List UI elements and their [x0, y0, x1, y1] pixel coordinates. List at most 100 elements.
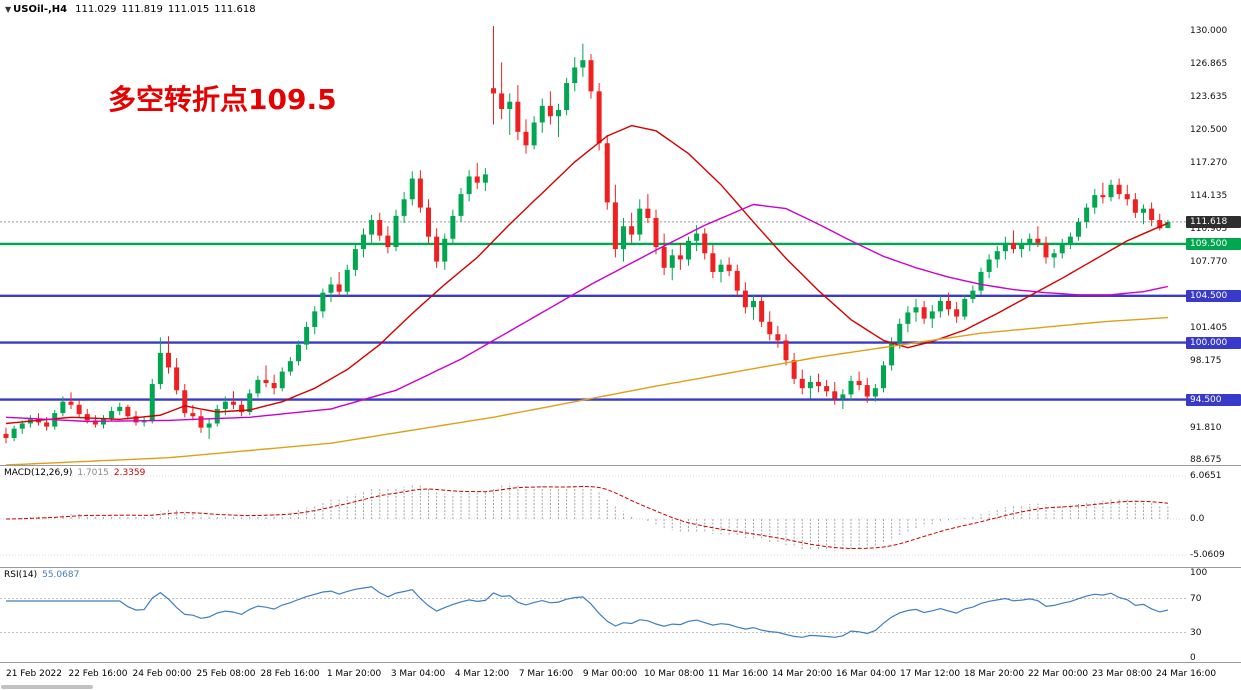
- rsi-plot[interactable]: [0, 568, 1186, 662]
- candle[interactable]: [621, 217, 626, 262]
- candle[interactable]: [1141, 204, 1146, 225]
- candle[interactable]: [531, 116, 537, 150]
- candle[interactable]: [832, 381, 838, 405]
- candle[interactable]: [807, 375, 813, 399]
- candle[interactable]: [751, 294, 756, 320]
- candle[interactable]: [840, 389, 846, 409]
- candle[interactable]: [864, 377, 870, 403]
- candle[interactable]: [986, 254, 992, 279]
- candle[interactable]: [816, 373, 821, 393]
- candle[interactable]: [1035, 226, 1041, 248]
- candle[interactable]: [450, 209, 456, 245]
- candle[interactable]: [848, 375, 854, 401]
- candle[interactable]: [856, 371, 862, 391]
- macd-pane[interactable]: MACD(12,26,9) 1.7015 2.3359 6.0651 0.0 -5.06…: [0, 466, 1241, 567]
- candle[interactable]: [1165, 219, 1171, 229]
- candle[interactable]: [417, 170, 423, 213]
- candle[interactable]: [255, 375, 261, 398]
- candle[interactable]: [962, 294, 968, 320]
- candle[interactable]: [872, 384, 878, 402]
- candle[interactable]: [1019, 238, 1025, 258]
- macd-plot[interactable]: [0, 466, 1186, 567]
- candle[interactable]: [76, 400, 82, 418]
- candle[interactable]: [101, 415, 106, 429]
- candle[interactable]: [710, 244, 716, 279]
- pane-separator[interactable]: [0, 465, 1241, 466]
- candle[interactable]: [125, 404, 131, 420]
- candle[interactable]: [523, 119, 529, 154]
- candle[interactable]: [157, 337, 163, 390]
- horizontal-scrollbar-thumb[interactable]: [1, 685, 93, 689]
- candle[interactable]: [60, 396, 66, 417]
- candle[interactable]: [287, 357, 293, 376]
- candle[interactable]: [507, 93, 513, 135]
- candle[interactable]: [369, 214, 375, 243]
- candle[interactable]: [824, 379, 830, 397]
- candle[interactable]: [3, 427, 9, 444]
- symbol-dropdown-icon[interactable]: ▼: [5, 5, 12, 14]
- candle[interactable]: [336, 271, 342, 297]
- main-chart-pane[interactable]: ▼ USOil-,H4 111.029 111.819 111.015 111.618 多…: [0, 0, 1241, 465]
- candle[interactable]: [905, 306, 911, 333]
- candle[interactable]: [198, 409, 204, 433]
- candle[interactable]: [946, 292, 951, 316]
- candle[interactable]: [385, 226, 391, 254]
- candle[interactable]: [1124, 184, 1130, 206]
- candle[interactable]: [1067, 232, 1073, 250]
- candle[interactable]: [604, 134, 610, 210]
- candle[interactable]: [474, 162, 480, 189]
- candle[interactable]: [491, 25, 496, 125]
- candle[interactable]: [677, 242, 683, 270]
- time-axis[interactable]: 21 Feb 2022 22 Feb 16:00 24 Feb 00:00 25 Fe…: [0, 663, 1241, 685]
- candle[interactable]: [572, 57, 578, 92]
- candle[interactable]: [686, 236, 691, 266]
- candle[interactable]: [564, 77, 570, 116]
- candle[interactable]: [661, 233, 667, 276]
- candle[interactable]: [1027, 233, 1033, 252]
- candle[interactable]: [515, 85, 521, 141]
- candle[interactable]: [970, 285, 976, 304]
- candle[interactable]: [1100, 182, 1106, 204]
- candle[interactable]: [442, 233, 448, 270]
- candle[interactable]: [482, 168, 488, 191]
- candle[interactable]: [539, 98, 545, 133]
- candle[interactable]: [426, 199, 431, 244]
- candlestick-plot[interactable]: [0, 0, 1186, 465]
- candle[interactable]: [458, 187, 464, 223]
- rsi-pane[interactable]: RSI(14) 55.0687 100 70 30 0: [0, 568, 1241, 662]
- candle[interactable]: [1116, 178, 1122, 200]
- candle[interactable]: [1002, 236, 1008, 260]
- candle[interactable]: [434, 228, 440, 268]
- pane-separator[interactable]: [0, 567, 1241, 568]
- candle[interactable]: [637, 199, 643, 241]
- candle[interactable]: [767, 311, 773, 341]
- candle[interactable]: [401, 192, 407, 224]
- candle[interactable]: [783, 334, 789, 366]
- candle[interactable]: [978, 267, 984, 295]
- candle[interactable]: [759, 296, 765, 327]
- candle[interactable]: [742, 282, 748, 314]
- candle[interactable]: [994, 245, 1000, 268]
- candle[interactable]: [214, 404, 220, 427]
- candle[interactable]: [1059, 238, 1065, 259]
- candle[interactable]: [645, 194, 651, 224]
- candle[interactable]: [1149, 202, 1155, 227]
- candle[interactable]: [174, 358, 180, 395]
- candle[interactable]: [929, 305, 935, 328]
- candle[interactable]: [556, 103, 561, 138]
- candle[interactable]: [734, 264, 740, 296]
- price-axis[interactable]: 130.000 126.865 123.635 120.500 117.270 114.1…: [1186, 0, 1241, 465]
- candle[interactable]: [702, 228, 708, 260]
- candle[interactable]: [239, 399, 245, 417]
- candle[interactable]: [1076, 217, 1081, 241]
- candle[interactable]: [547, 91, 553, 125]
- candle[interactable]: [141, 417, 147, 427]
- candle[interactable]: [1011, 230, 1016, 254]
- candle[interactable]: [344, 264, 350, 296]
- candle[interactable]: [247, 389, 253, 416]
- candle[interactable]: [11, 425, 17, 442]
- candle[interactable]: [499, 62, 505, 120]
- candle[interactable]: [1132, 193, 1138, 218]
- candle[interactable]: [466, 170, 472, 202]
- candle[interactable]: [320, 288, 326, 318]
